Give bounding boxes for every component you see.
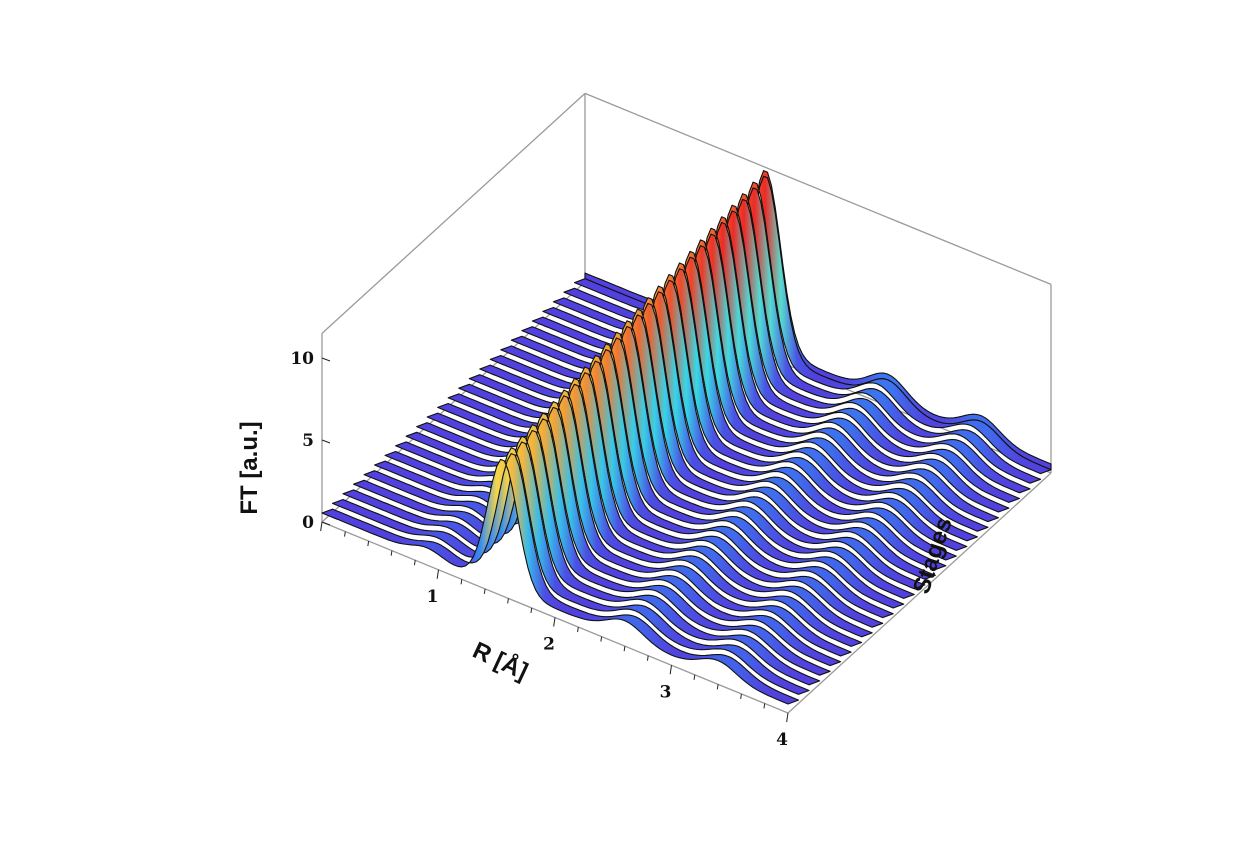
x-tick-mark: [367, 541, 370, 547]
x-tick-mark: [344, 531, 346, 537]
x-tick-mark: [763, 703, 766, 709]
surface-strip-0: [321, 453, 800, 705]
x-tick-label: 4: [776, 730, 788, 750]
box-edge-back-4: [584, 92, 1052, 286]
axis-ticks: 1 2 3 4 0 5 10: [290, 349, 789, 750]
x-tick-mark: [436, 569, 439, 579]
x-tick-mark: [646, 655, 649, 661]
x-tick-mark: [320, 521, 323, 532]
x-tick-mark: [786, 712, 789, 723]
x-tick-mark: [553, 617, 556, 627]
z-tick-label: 0: [302, 513, 314, 533]
box-edge-back-3: [321, 92, 586, 334]
x-tick-mark: [716, 684, 719, 690]
x-tick-mark: [693, 674, 696, 680]
z-tick-label: 10: [290, 349, 314, 369]
box-edge-front-1: [787, 472, 1052, 714]
x-tick-mark: [740, 693, 742, 699]
z-tick-label: 5: [302, 431, 314, 451]
x-tick-mark: [460, 579, 463, 585]
x-tick-mark: [413, 560, 416, 566]
z-tick-mark: [321, 357, 331, 362]
x-tick-mark: [623, 646, 626, 652]
x-tick-label: 3: [660, 682, 672, 702]
x-tick-mark: [577, 626, 579, 633]
x-tick-mark: [530, 607, 533, 614]
z-tick-mark: [321, 521, 331, 526]
x-tick-label: 2: [543, 635, 555, 655]
x-tick-label: 1: [427, 587, 439, 607]
x-tick-mark: [669, 665, 672, 675]
z-axis-label: FT [a.u.]: [236, 421, 263, 514]
surface-strips: [321, 170, 1052, 705]
x-tick-mark: [390, 550, 393, 556]
x-tick-mark: [483, 588, 486, 594]
x-axis-label: R [Å]: [468, 636, 532, 686]
x-tick-mark: [600, 636, 603, 642]
z-tick-mark: [321, 439, 331, 444]
x-tick-mark: [507, 598, 509, 604]
